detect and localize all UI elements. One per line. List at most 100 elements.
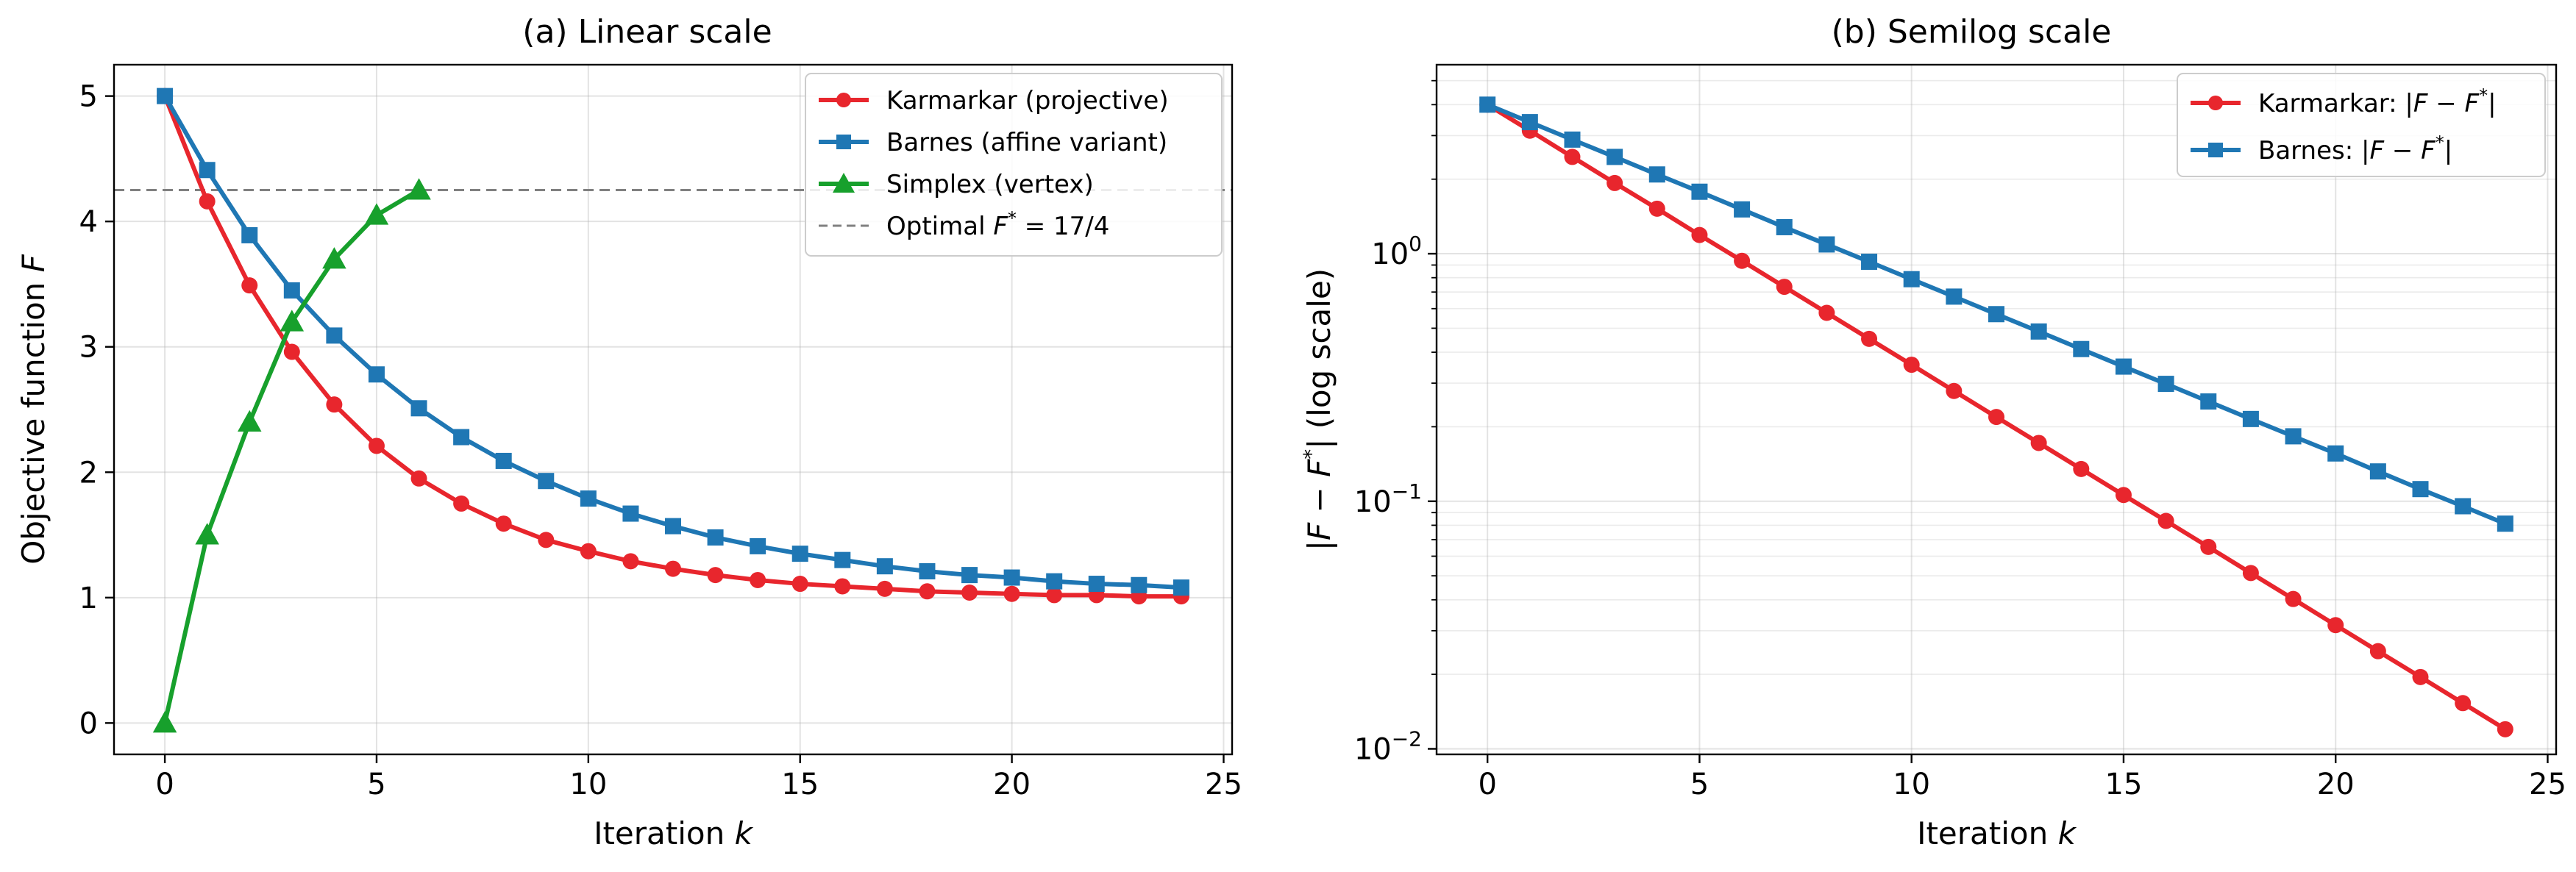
a-series-line-2 <box>163 187 421 724</box>
panel-a-xlabel: Iteration k <box>594 815 754 851</box>
b-point-1 <box>1818 236 1835 253</box>
b-point-0 <box>1818 304 1835 321</box>
a-point-2 <box>152 711 177 733</box>
a-point-2 <box>195 523 219 545</box>
a-legend-label: Karmarkar (projective) <box>886 86 1169 115</box>
a-ytick-label: 3 <box>79 331 98 365</box>
b-point-0 <box>2073 460 2090 477</box>
b-xtick-label: 25 <box>2529 768 2566 801</box>
panel-a-frame <box>113 63 1234 756</box>
b-xtick-label: 0 <box>1478 768 1496 801</box>
panel-b-ticks: 0 5 10 15 20 25 10−2 10−1 100 <box>1354 79 2566 801</box>
b-point-0 <box>1607 174 1623 191</box>
a-ytick-label: 5 <box>79 80 98 114</box>
b-point-0 <box>2115 487 2132 504</box>
a-point-1 <box>750 537 766 554</box>
a-point-0 <box>538 532 555 548</box>
a-point-0 <box>961 584 978 601</box>
a-point-1 <box>538 473 555 490</box>
a-point-0 <box>919 583 936 600</box>
b-point-1 <box>2327 445 2344 462</box>
a-legend-box <box>805 73 1223 257</box>
b-point-0 <box>1648 200 1665 217</box>
panel-b-ylabel: |F − F*| (log scale) <box>1299 268 1337 551</box>
a-point-1 <box>919 563 936 580</box>
a-point-0 <box>665 560 681 577</box>
a-point-1 <box>1088 576 1105 593</box>
b-point-1 <box>2285 428 2302 445</box>
a-legend-marker <box>836 93 851 107</box>
panel-a-series <box>152 87 1189 733</box>
b-point-1 <box>1903 271 1920 287</box>
a-legend-label: Barnes (affine variant) <box>886 128 1167 157</box>
panel-b-grid <box>1437 65 2556 754</box>
a-legend-marker <box>833 173 855 193</box>
a-point-2 <box>322 247 346 269</box>
a-ytick-label: 1 <box>79 582 98 615</box>
a-point-1 <box>665 518 681 535</box>
panel-b-title: (b) Semilog scale <box>1832 13 2112 51</box>
b-point-1 <box>1607 149 1623 165</box>
panel-linear: (a) Linear scale 0 5 10 15 20 25 0 1 2 3 4 5 Iterat… <box>15 13 1242 851</box>
a-point-1 <box>1173 579 1189 596</box>
a-point-0 <box>283 343 300 360</box>
a-xtick-label: 20 <box>993 768 1031 801</box>
a-point-0 <box>199 193 216 210</box>
a-point-1 <box>453 429 470 446</box>
a-point-0 <box>1003 585 1020 602</box>
panel-a-title: (a) Linear scale <box>522 13 772 51</box>
a-point-1 <box>707 529 724 546</box>
a-legend-label-ref: Optimal F* = 17/4 <box>886 208 1109 241</box>
b-point-0 <box>1946 382 1963 399</box>
panel-a-ylabel: Objective function F <box>15 254 51 564</box>
b-ytick-label: 10−1 <box>1354 479 1422 519</box>
b-point-0 <box>2497 721 2513 737</box>
a-point-2 <box>364 203 389 225</box>
a-point-1 <box>283 282 300 299</box>
b-point-1 <box>2412 481 2429 498</box>
b-point-1 <box>1521 114 1538 131</box>
b-point-0 <box>2327 617 2344 634</box>
b-legend-marker <box>2208 96 2223 110</box>
b-point-1 <box>2157 376 2174 393</box>
b-point-0 <box>1691 226 1708 243</box>
b-point-1 <box>1988 306 2004 323</box>
panel-a-xlabel-var: k <box>735 815 754 851</box>
b-point-0 <box>1861 330 1878 347</box>
a-xtick-label: 5 <box>367 768 385 801</box>
panel-b-xlabel: Iteration k <box>1917 815 2077 851</box>
a-xtick-label: 0 <box>155 768 174 801</box>
b-xtick-label: 5 <box>1690 768 1709 801</box>
b-point-1 <box>2073 340 2090 357</box>
panel-a-ticks: 0 5 10 15 20 25 0 1 2 3 4 5 <box>79 80 1242 801</box>
a-point-1 <box>410 400 427 417</box>
b-point-1 <box>2369 463 2386 480</box>
panel-b-frame <box>1435 63 2558 756</box>
b-legend-marker <box>2208 143 2223 157</box>
b-point-1 <box>2497 515 2513 532</box>
a-point-1 <box>495 452 512 469</box>
b-point-1 <box>1861 253 1878 270</box>
b-point-0 <box>1903 357 1920 374</box>
a-point-0 <box>580 543 597 560</box>
a-point-1 <box>961 567 978 584</box>
b-point-0 <box>2369 643 2386 660</box>
a-point-1 <box>622 505 639 522</box>
a-point-0 <box>834 578 851 595</box>
a-point-1 <box>326 327 343 344</box>
b-point-1 <box>1648 166 1665 183</box>
a-point-0 <box>453 495 470 512</box>
b-point-1 <box>1564 131 1581 148</box>
a-point-2 <box>237 410 262 432</box>
panel-b-xlabel-text: Iteration <box>1917 815 2058 851</box>
b-point-1 <box>1946 288 1963 305</box>
a-point-1 <box>580 490 597 507</box>
b-legend-box <box>2177 73 2546 177</box>
a-point-1 <box>241 226 258 243</box>
a-point-1 <box>1046 573 1063 590</box>
a-ytick-label: 4 <box>79 205 98 239</box>
b-point-0 <box>2242 565 2259 582</box>
b-point-0 <box>2200 538 2217 555</box>
a-ytick-label: 2 <box>79 456 98 490</box>
